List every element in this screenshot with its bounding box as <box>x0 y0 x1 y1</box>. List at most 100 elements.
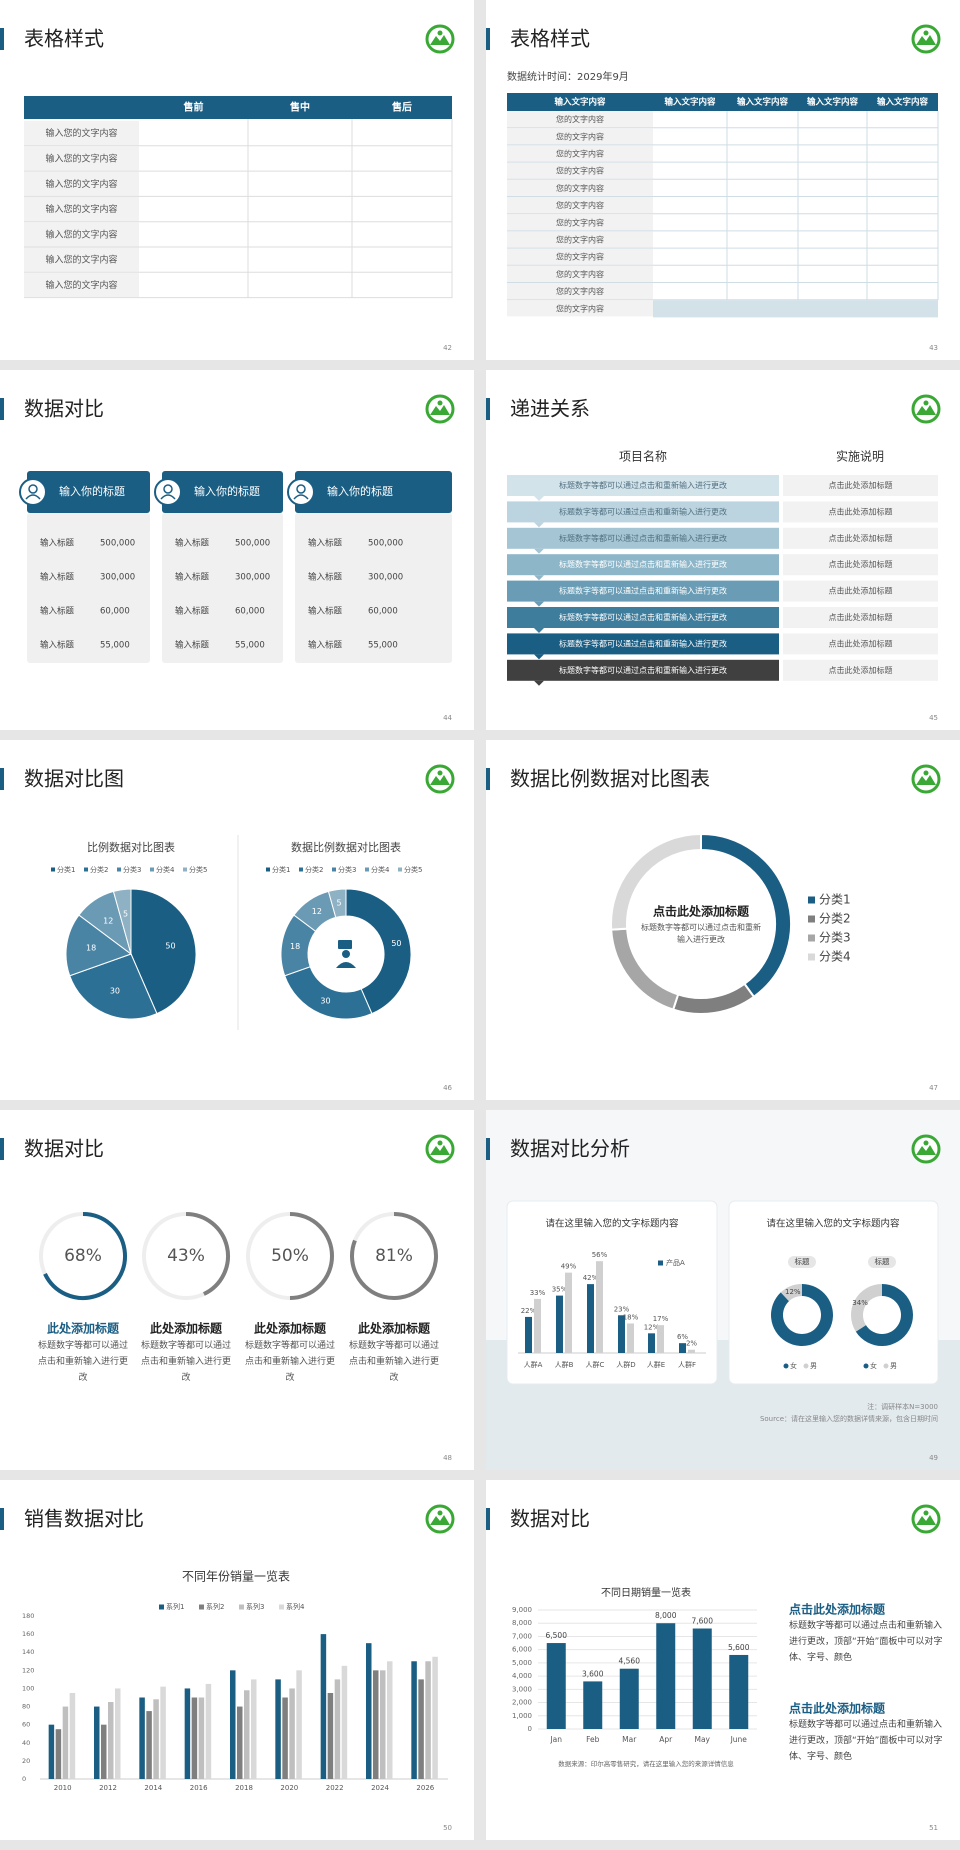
card-title: 输入你的标题 <box>194 484 260 498</box>
legend-swatch <box>199 1604 204 1610</box>
row-label-cell <box>507 300 653 317</box>
row-label: 您的文字内容 <box>556 217 604 227</box>
pie-slice <box>130 888 197 1015</box>
bar <box>160 1686 166 1779</box>
value-label: 42% <box>583 1274 599 1282</box>
slide-title: 销售数据对比 <box>24 1507 144 1531</box>
x-tick-label: 2016 <box>190 1784 208 1792</box>
legend-label: 分类5 <box>404 865 422 874</box>
row-label-cell <box>507 145 653 162</box>
slice-label: 18 <box>290 942 300 951</box>
slide-background <box>0 1110 474 1470</box>
x-tick-label: 2020 <box>280 1784 298 1792</box>
bar <box>525 1316 532 1353</box>
item-row <box>507 633 779 655</box>
ring-value: 81% <box>375 1246 413 1266</box>
bar <box>679 1343 686 1353</box>
y-tick-label: 40 <box>22 1739 30 1747</box>
value-label: 49% <box>561 1263 577 1271</box>
source: 数据来源：印尔高零售研究，请在这里输入您的来源详情信息 <box>558 1759 734 1768</box>
bar <box>627 1323 634 1353</box>
x-tick-label: 2012 <box>99 1784 117 1792</box>
title-bar <box>0 1138 4 1160</box>
legend-label: 女 <box>790 1361 797 1370</box>
item-value: 500,000 <box>368 539 403 549</box>
bar <box>583 1681 603 1729</box>
item-text: 标题数字等都可以通过点击和重新输入进行更改 <box>245 1341 335 1383</box>
item-value: 55,000 <box>100 641 130 651</box>
bar <box>289 1688 295 1779</box>
donut-rest <box>771 1284 833 1346</box>
item-label: 输入标题 <box>40 538 75 549</box>
pie-slice <box>69 953 158 1020</box>
logo <box>911 1134 941 1164</box>
note-row <box>783 527 938 549</box>
row-label: 您的文字内容 <box>556 200 604 210</box>
donut-slice <box>851 1284 882 1332</box>
legend-swatch <box>117 867 121 872</box>
logo <box>911 764 941 794</box>
item-row <box>507 607 779 628</box>
y-tick-label: 0 <box>22 1775 26 1783</box>
column-header: 项目名称 <box>619 449 667 464</box>
item-text: 标题数字等都可以通过点击和重新输入进行更改 <box>559 506 727 516</box>
title-bar <box>0 768 4 790</box>
item-label: 输入标题 <box>40 606 75 617</box>
legend-swatch <box>51 867 55 872</box>
legend-label: 分类3 <box>338 865 356 874</box>
slide-title: 数据对比 <box>24 1137 104 1161</box>
logo <box>425 1134 455 1164</box>
row-label-cell <box>24 121 139 146</box>
value-label: 7,600 <box>692 1617 714 1626</box>
x-tick-label: 2014 <box>144 1784 162 1792</box>
y-tick-label: 100 <box>22 1684 34 1692</box>
x-tick-label: Mar <box>622 1735 637 1744</box>
logo-mark <box>923 1140 929 1146</box>
legend-label: 分类2 <box>305 865 323 874</box>
bar <box>418 1679 424 1779</box>
note-row <box>783 659 938 681</box>
legend-swatch <box>239 1604 244 1610</box>
item-row <box>507 501 779 523</box>
legend-dot <box>883 1363 889 1369</box>
y-tick-label: 5,000 <box>512 1659 532 1667</box>
x-tick-label: 2024 <box>371 1784 389 1792</box>
slice-label: 50 <box>391 939 401 948</box>
legend-label: 男 <box>890 1362 897 1370</box>
chart-title: 比例数据对比图表 <box>87 840 175 854</box>
block-text-box: 标题数字等都可以通过点击和重新输入进行更改，顶部“开始”面板中可以对字体、字号、… <box>789 1720 942 1762</box>
card-title: 请在这里输入您的文字标题内容 <box>766 1218 900 1230</box>
ring-value: 68% <box>64 1246 102 1266</box>
x-tick-label: 2022 <box>326 1784 344 1792</box>
title-bar <box>486 1138 490 1160</box>
slide-title: 数据比例数据对比图表 <box>510 767 710 791</box>
row-label: 输入您的文字内容 <box>45 127 117 139</box>
legend-label: 女 <box>870 1361 877 1370</box>
legend-swatch <box>332 867 336 872</box>
logo <box>911 24 941 54</box>
page-number: 47 <box>929 1084 938 1092</box>
logo-mark <box>916 775 936 785</box>
legend-dot <box>803 1363 809 1369</box>
bar <box>115 1688 121 1779</box>
row-label-cell <box>24 146 139 171</box>
card-title: 请在这里输入您的文字标题内容 <box>545 1218 679 1230</box>
logo-mark <box>923 400 929 406</box>
page-number: 51 <box>929 1824 938 1832</box>
y-tick-label: 3,000 <box>512 1685 532 1693</box>
value-label: 35% <box>552 1286 568 1294</box>
row-label-cell <box>507 214 653 231</box>
item-text-box: 标题数字等都可以通过点击和重新输入进行更改 <box>38 1341 128 1383</box>
item-label: 输入标题 <box>40 640 75 651</box>
item-value: 60,000 <box>100 607 130 617</box>
logo-mark <box>916 405 936 415</box>
value-label: 12% <box>644 1323 660 1331</box>
slice-label: 30 <box>320 997 330 1006</box>
row-notch <box>534 654 544 660</box>
item-value: 55,000 <box>235 641 265 651</box>
page-number: 45 <box>929 714 938 722</box>
bar <box>648 1333 655 1353</box>
logo-mark <box>430 1145 450 1155</box>
item-title: 此处添加标题 <box>358 1321 431 1336</box>
